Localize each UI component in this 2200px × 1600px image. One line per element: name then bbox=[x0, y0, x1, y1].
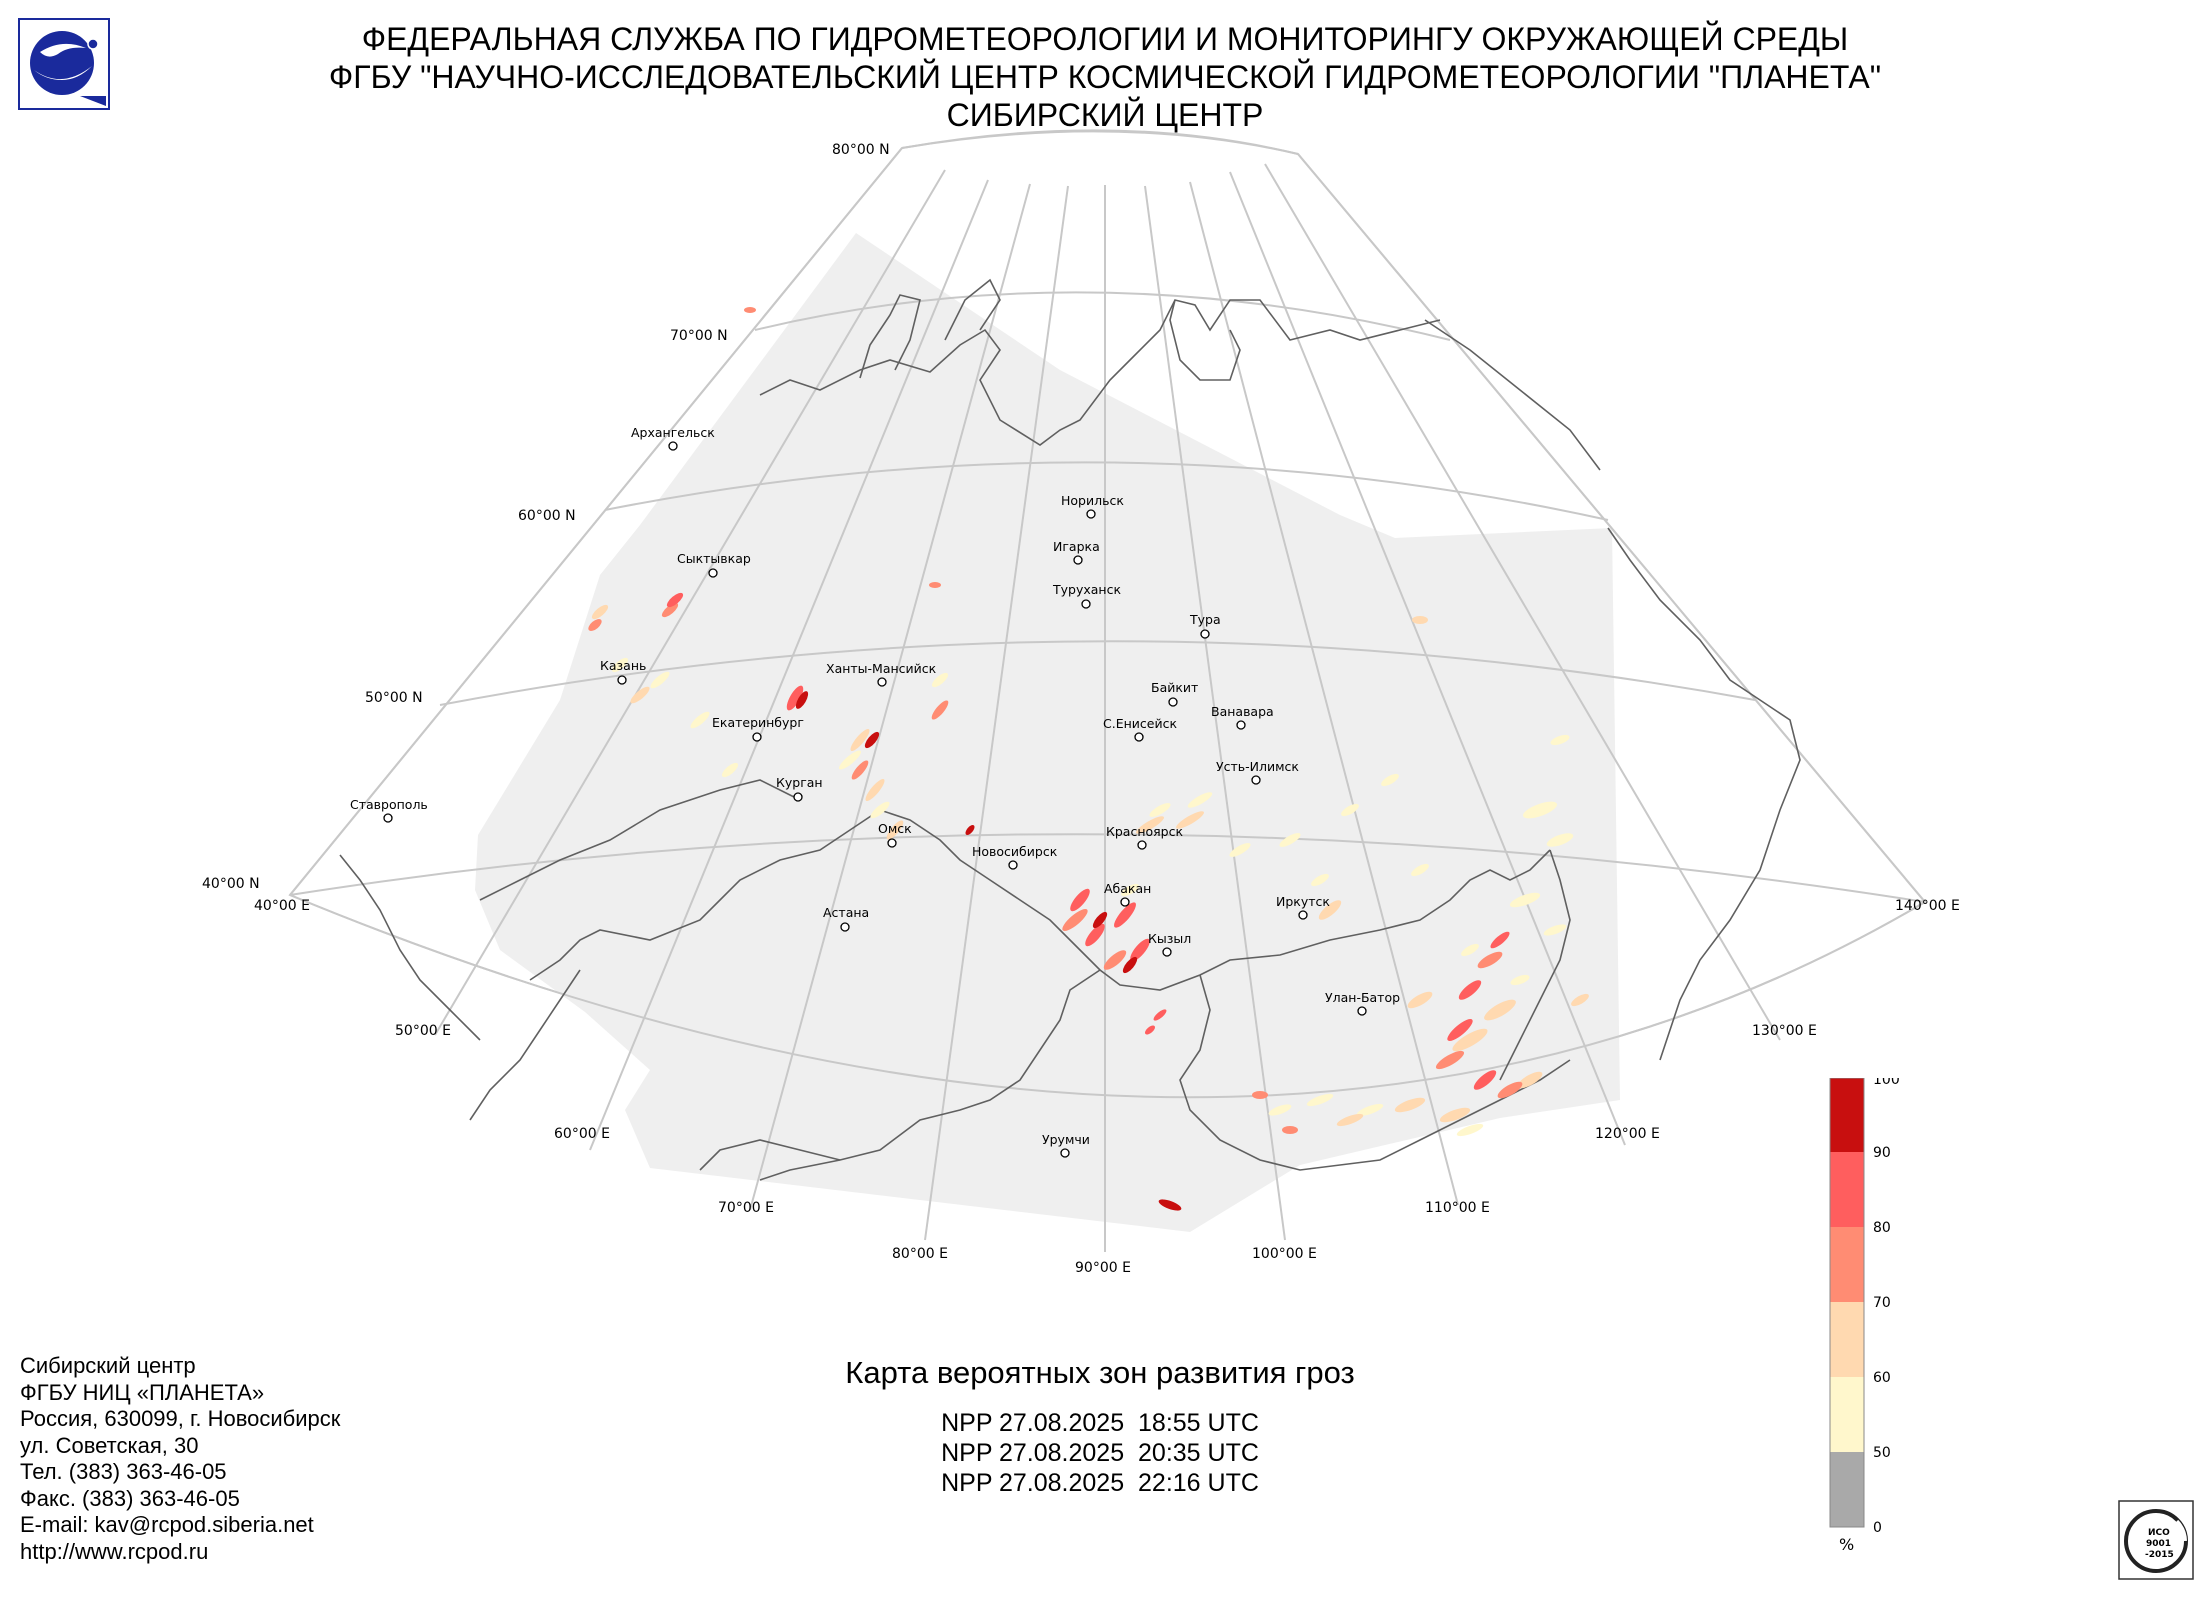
graticule-meridians bbox=[289, 147, 1926, 1252]
city-omsk: Омск bbox=[878, 821, 912, 836]
city-labels: Архангельск Сыктывкар Казань Ханты-Манси… bbox=[350, 425, 1400, 1147]
iso-certification-badge: ИСО 9001 -2015 bbox=[2118, 1500, 2194, 1580]
map-title: Карта вероятных зон развития гроз bbox=[845, 1355, 1355, 1390]
city-krasnoyarsk: Красноярск bbox=[1106, 824, 1183, 839]
map-caption: Карта вероятных зон развития гроз NPP 27… bbox=[700, 1354, 1500, 1498]
city-astana: Астана bbox=[823, 905, 869, 920]
contact-line-3: Россия, 630099, г. Новосибирск bbox=[20, 1406, 341, 1431]
satellite-pass-1: NPP 27.08.2025 18:55 UTC bbox=[941, 1409, 1259, 1437]
lon-label-90: 90°00 E bbox=[1075, 1260, 1131, 1276]
colorbar-segment-90-100 bbox=[1830, 1078, 1864, 1152]
colorbar-segment-0-50 bbox=[1830, 1452, 1864, 1527]
city-stavropol: Ставрополь bbox=[350, 797, 428, 812]
city-tura: Тура bbox=[1189, 612, 1221, 627]
lat-label-40: 40°00 N bbox=[202, 876, 260, 892]
probability-colorbar: 0 50 60 70 80 90 100 % bbox=[1829, 1078, 1900, 1554]
city-kyzyl: Кызыл bbox=[1148, 931, 1191, 946]
city-turukhansk: Туруханск bbox=[1052, 582, 1121, 597]
colorbar-tick-100: 100 bbox=[1873, 1078, 1900, 1088]
cert-text-2: 9001 bbox=[2146, 1539, 2171, 1549]
lon-label-120: 120°00 E bbox=[1595, 1126, 1660, 1142]
contact-line-2: ФГБУ НИЦ «ПЛАНЕТА» bbox=[20, 1379, 265, 1405]
header: ФЕДЕРАЛЬНАЯ СЛУЖБА ПО ГИДРОМЕТЕОРОЛОГИИ … bbox=[170, 20, 2040, 134]
latitude-labels: 80°00 N 70°00 N 60°00 N 50°00 N 40°00 N bbox=[202, 142, 890, 892]
lon-label-110: 110°00 E bbox=[1425, 1200, 1490, 1216]
colorbar-segment-70-80 bbox=[1830, 1227, 1864, 1302]
satellite-pass-3: NPP 27.08.2025 22:16 UTC bbox=[941, 1469, 1259, 1497]
lon-label-100: 100°00 E bbox=[1252, 1246, 1317, 1262]
header-line-3: СИБИРСКИЙ ЦЕНТР bbox=[946, 97, 1264, 133]
city-markers bbox=[383, 441, 1367, 1158]
contact-line-4: ул. Советская, 30 bbox=[20, 1432, 199, 1458]
colorbar-segment-60-70 bbox=[1830, 1302, 1864, 1377]
colorbar-tick-80: 80 bbox=[1873, 1220, 1891, 1236]
longitude-labels: 40°00 E 50°00 E 60°00 E 70°00 E 80°00 E … bbox=[254, 898, 1960, 1276]
lon-label-130: 130°00 E bbox=[1752, 1023, 1817, 1039]
city-urumqi: Урумчи bbox=[1042, 1132, 1090, 1147]
colorbar-ticks: 0 50 60 70 80 90 100 bbox=[1873, 1078, 1900, 1536]
city-ulan-bator: Улан-Батор bbox=[1325, 990, 1400, 1005]
contact-website: http://www.rcpod.ru bbox=[20, 1538, 209, 1564]
graticule-parallels bbox=[289, 129, 1926, 1099]
cert-text-1: ИСО bbox=[2148, 1528, 2170, 1538]
lat-label-80: 80°00 N bbox=[832, 142, 890, 158]
colorbar-segment-80-90 bbox=[1830, 1152, 1864, 1227]
city-kurgan: Курган bbox=[776, 775, 823, 790]
header-line-1: ФЕДЕРАЛЬНАЯ СЛУЖБА ПО ГИДРОМЕТЕОРОЛОГИИ … bbox=[361, 21, 1849, 57]
cert-text-3: -2015 bbox=[2145, 1550, 2174, 1560]
city-yeniseysk: С.Енисейск bbox=[1103, 716, 1177, 731]
city-yekaterinburg: Екатеринбург bbox=[712, 715, 804, 730]
colorbar-tick-60: 60 bbox=[1873, 1370, 1891, 1386]
city-vanavara: Ванавара bbox=[1211, 704, 1274, 719]
colorbar-unit: % bbox=[1839, 1535, 1854, 1554]
city-abakan: Абакан bbox=[1104, 881, 1151, 896]
contact-info: Сибирский центр ФГБУ НИЦ «ПЛАНЕТА» Росси… bbox=[20, 1353, 340, 1565]
thunderstorm-zones bbox=[588, 307, 1589, 1211]
city-syktyvkar: Сыктывкар bbox=[677, 551, 751, 566]
city-irkutsk: Иркутск bbox=[1276, 894, 1330, 909]
city-norilsk: Норильск bbox=[1061, 493, 1124, 508]
lon-label-140: 140°00 E bbox=[1895, 898, 1960, 914]
colorbar-tick-0: 0 bbox=[1873, 1520, 1882, 1536]
colorbar-segments bbox=[1830, 1078, 1864, 1527]
city-igarka: Игарка bbox=[1053, 539, 1100, 554]
city-novosibirsk: Новосибирск bbox=[972, 844, 1058, 859]
city-baikit: Байкит bbox=[1151, 680, 1198, 695]
colorbar-tick-70: 70 bbox=[1873, 1295, 1891, 1311]
contact-phone: Тел. (383) 363-46-05 bbox=[20, 1459, 227, 1484]
contact-fax: Факс. (383) 363-46-05 bbox=[20, 1485, 240, 1511]
city-ust-ilimsk: Усть-Илимск bbox=[1216, 759, 1299, 774]
lon-label-70: 70°00 E bbox=[718, 1200, 774, 1216]
contact-email: E-mail: kav@rcpod.siberia.net bbox=[20, 1512, 314, 1537]
contact-line-1: Сибирский центр bbox=[20, 1353, 196, 1378]
city-arkhangelsk: Архангельск bbox=[631, 425, 715, 440]
lat-label-50: 50°00 N bbox=[365, 690, 423, 706]
lon-label-60: 60°00 E bbox=[554, 1126, 610, 1142]
satellite-passes: NPP 27.08.2025 18:55 UTC NPP 27.08.2025 … bbox=[700, 1408, 1500, 1498]
colorbar-tick-50: 50 bbox=[1873, 1445, 1891, 1461]
satellite-pass-2: NPP 27.08.2025 20:35 UTC bbox=[941, 1439, 1259, 1467]
lon-label-80: 80°00 E bbox=[892, 1246, 948, 1262]
city-kazan: Казань bbox=[600, 658, 646, 673]
coastlines-borders bbox=[339, 278, 1801, 1181]
lon-label-50: 50°00 E bbox=[395, 1023, 451, 1039]
header-line-2: ФГБУ "НАУЧНО-ИССЛЕДОВАТЕЛЬСКИЙ ЦЕНТР КОС… bbox=[328, 59, 1882, 95]
colorbar-tick-90: 90 bbox=[1873, 1145, 1891, 1161]
lon-label-40: 40°00 E bbox=[254, 898, 310, 914]
colorbar-segment-50-60 bbox=[1830, 1377, 1864, 1452]
lat-label-70: 70°00 N bbox=[670, 328, 728, 344]
planeta-logo bbox=[18, 18, 110, 110]
lat-label-60: 60°00 N bbox=[518, 508, 576, 524]
city-khanty-mansiysk: Ханты-Мансийск bbox=[826, 661, 937, 676]
